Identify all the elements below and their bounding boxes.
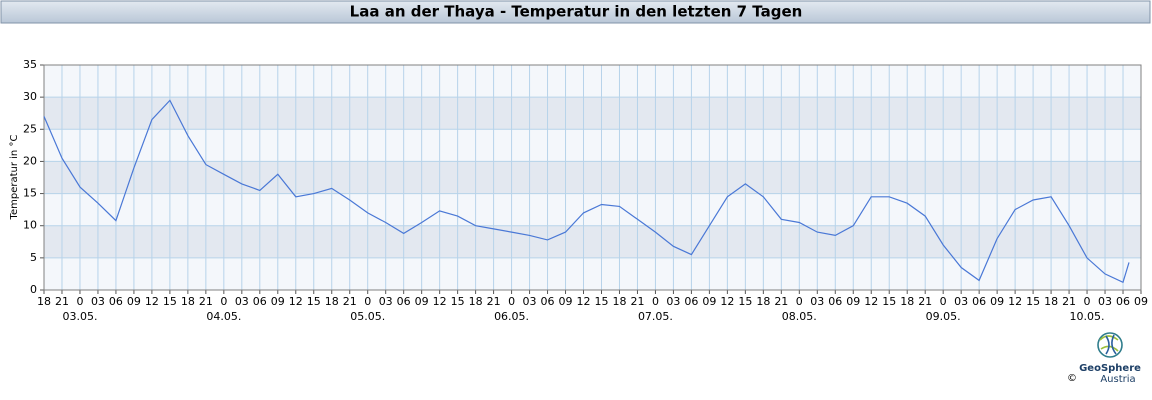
y-tick-label: 10 [23,219,37,232]
x-tick-label: 15 [307,295,321,308]
x-tick-label: 18 [756,295,770,308]
x-tick-label: 21 [774,295,788,308]
x-tick-label: 09 [127,295,141,308]
x-tick-label: 18 [900,295,914,308]
x-tick-label: 03 [810,295,824,308]
logo-icon [1097,332,1123,358]
x-tick-label: 06 [541,295,555,308]
x-tick-label: 06 [684,295,698,308]
date-label: 07.05. [638,310,673,323]
x-tick-label: 21 [487,295,501,308]
x-tick-label: 15 [451,295,465,308]
x-tick-label: 21 [55,295,69,308]
y-tick-label: 5 [30,251,37,264]
x-tick-label: 18 [469,295,483,308]
x-tick-label: 03 [1098,295,1112,308]
plot-frame [43,64,1142,291]
x-tick-label: 12 [864,295,878,308]
x-tick-label: 06 [1116,295,1130,308]
x-tick-label: 06 [253,295,267,308]
date-label: 08.05. [782,310,817,323]
x-tick-label: 06 [397,295,411,308]
date-label: 05.05. [350,310,385,323]
x-tick-label: 03 [523,295,537,308]
x-tick-label: 09 [990,295,1004,308]
date-label: 09.05. [926,310,961,323]
date-label: 06.05. [494,310,529,323]
x-tick-label: 18 [325,295,339,308]
x-tick-label: 03 [666,295,680,308]
x-tick-label: 0 [220,295,227,308]
x-tick-label: 0 [1084,295,1091,308]
x-tick-label: 12 [433,295,447,308]
x-tick-label: 09 [559,295,573,308]
x-tick-label: 12 [720,295,734,308]
x-tick-label: 06 [109,295,123,308]
copyright: © [1067,373,1077,384]
x-tick-label: 03 [235,295,249,308]
temperature-line [43,99,1130,284]
x-tick-label: 21 [343,295,357,308]
y-tick-label: 20 [23,154,37,167]
x-tick-label: 18 [1044,295,1058,308]
x-tick-label: 03 [91,295,105,308]
x-tick-label: 15 [738,295,752,308]
x-tick-label: 18 [612,295,626,308]
grid-band [44,225,1141,258]
x-tick-label: 0 [652,295,659,308]
x-tick-label: 03 [379,295,393,308]
x-tick-label: 18 [181,295,195,308]
x-tick-label: 21 [630,295,644,308]
y-tick-label: 30 [23,90,37,103]
x-tick-label: 09 [415,295,429,308]
x-tick-label: 03 [954,295,968,308]
x-tick-label: 21 [199,295,213,308]
x-tick-label: 0 [364,295,371,308]
y-tick-label: 15 [23,187,37,200]
x-tick-label: 12 [1008,295,1022,308]
x-tick-label: 06 [828,295,842,308]
x-tick-label: 0 [940,295,947,308]
date-label: 10.05. [1070,310,1105,323]
x-tick-label: 15 [882,295,896,308]
x-tick-label: 0 [76,295,83,308]
x-tick-label: 15 [594,295,608,308]
x-tick-label: 12 [577,295,591,308]
grid-band [44,161,1141,194]
y-axis-title: Temperatur in °C [9,135,20,221]
y-tick-label: 35 [23,58,37,71]
logo-sub: Austria [1100,374,1135,385]
x-tick-label: 15 [1026,295,1040,308]
x-tick-label: 09 [271,295,285,308]
x-tick-label: 15 [163,295,177,308]
x-tick-label: 09 [846,295,860,308]
x-tick-label: 18 [37,295,51,308]
x-tick-label: 21 [918,295,932,308]
x-tick-label: 0 [508,295,515,308]
x-tick-label: 09 [702,295,716,308]
grid-band [44,97,1141,130]
x-tick-label: 06 [972,295,986,308]
date-label: 04.05. [206,310,241,323]
y-tick-label: 0 [30,283,37,296]
y-tick-label: 25 [23,122,37,135]
x-tick-label: 12 [289,295,303,308]
chart-title: Laa an der Thaya - Temperatur in den let… [350,3,803,21]
x-tick-label: 09 [1134,295,1148,308]
x-tick-label: 12 [145,295,159,308]
x-tick-label: 21 [1062,295,1076,308]
title-bar [0,0,1151,24]
date-label: 03.05. [62,310,97,323]
logo-name: GeoSphere [1079,363,1141,374]
x-tick-label: 0 [796,295,803,308]
